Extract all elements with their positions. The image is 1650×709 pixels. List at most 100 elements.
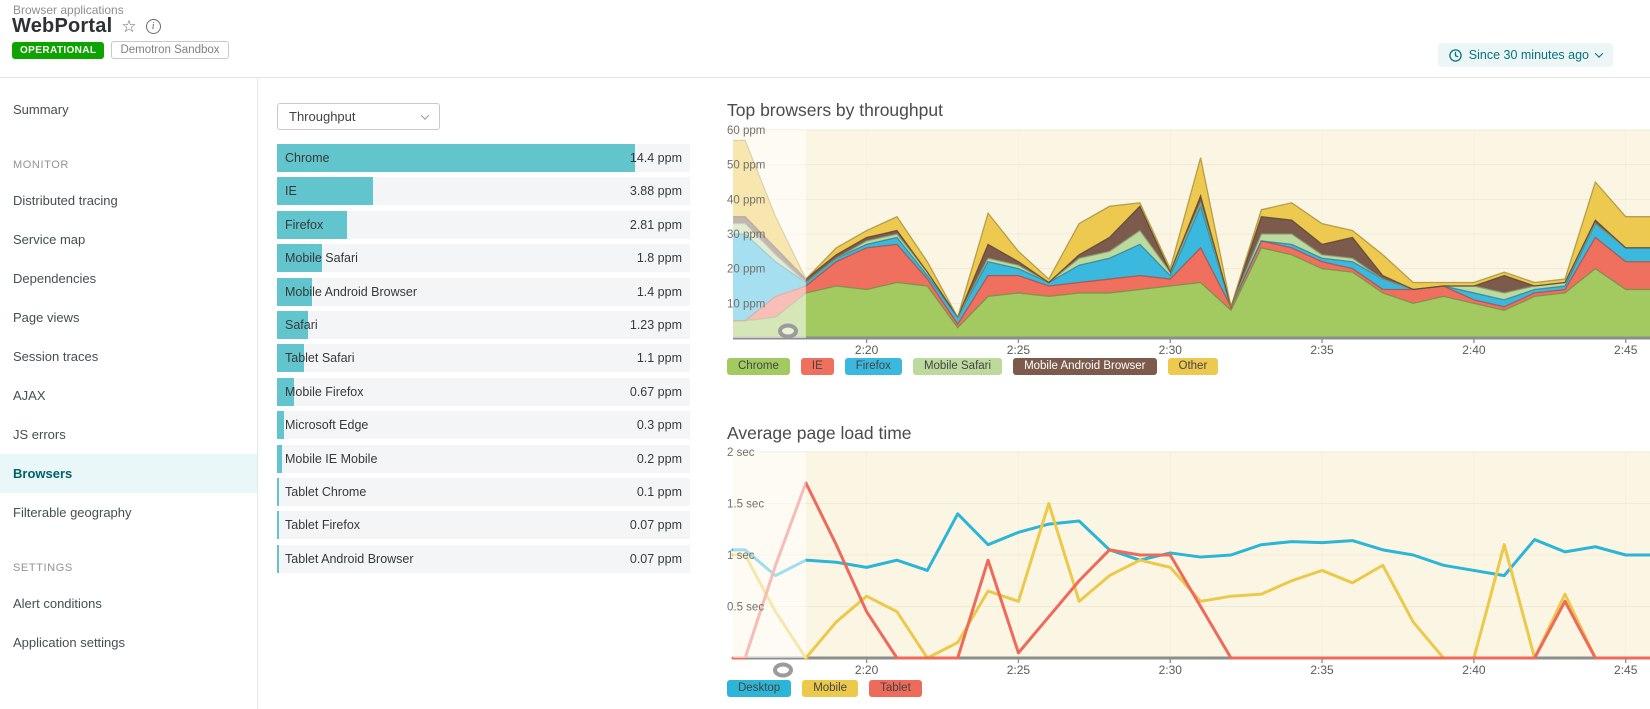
browser-name: Mobile Firefox xyxy=(285,384,364,399)
header-divider xyxy=(0,77,1650,78)
browser-row-tablet-android-browser[interactable]: Tablet Android Browser 0.07 ppm xyxy=(277,544,690,573)
clock-icon xyxy=(1449,48,1462,62)
throughput-bar xyxy=(277,377,294,406)
legend-chip-mobile-android-browser[interactable]: Mobile Android Browser xyxy=(1013,358,1157,375)
browser-name: Tablet Chrome xyxy=(285,484,367,499)
sidebar-section-monitor: MONITOR xyxy=(13,159,69,171)
browser-name: Mobile Safari xyxy=(285,251,358,266)
sidebar-item-ajax[interactable]: AJAX xyxy=(13,388,46,403)
chevron-down-icon xyxy=(1594,49,1604,58)
breadcrumb[interactable]: Browser applications xyxy=(13,3,124,17)
sidebar-item-browsers[interactable]: Browsers xyxy=(0,454,257,493)
browser-name: IE xyxy=(285,184,297,199)
svg-text:2:40: 2:40 xyxy=(1462,663,1486,677)
svg-text:2 sec: 2 sec xyxy=(727,447,755,459)
time-picker-label: Since 30 minutes ago xyxy=(1468,48,1589,62)
browser-name: Chrome xyxy=(285,151,330,165)
time-picker[interactable]: Since 30 minutes ago xyxy=(1437,43,1613,67)
legend-chip-firefox[interactable]: Firefox xyxy=(844,358,902,375)
info-icon[interactable]: i xyxy=(145,19,161,34)
browser-value: 0.67 ppm xyxy=(629,384,682,399)
browser-value: 2.81 ppm xyxy=(629,217,682,232)
browser-row-tablet-safari[interactable]: Tablet Safari 1.1 ppm xyxy=(277,344,690,373)
metric-dropdown[interactable]: Throughput xyxy=(277,103,440,130)
legend-chip-ie[interactable]: IE xyxy=(800,358,834,375)
throughput-bar xyxy=(277,444,282,473)
browser-name: Tablet Safari xyxy=(285,351,355,366)
svg-text:2:20: 2:20 xyxy=(855,343,879,357)
svg-text:2:30: 2:30 xyxy=(1159,663,1183,677)
svg-text:2:25: 2:25 xyxy=(1007,343,1031,357)
browser-value: 1.8 ppm xyxy=(636,251,682,266)
load-time-chart-legend: Desktop Mobile Tablet xyxy=(727,680,922,697)
throughput-bar xyxy=(277,344,305,373)
legend-chip-mobile-safari[interactable]: Mobile Safari xyxy=(912,358,1003,375)
chart-title-top-browsers: Top browsers by throughput xyxy=(727,100,943,120)
browser-name: Mobile IE Mobile xyxy=(285,451,378,466)
browser-name: Tablet Firefox xyxy=(285,518,361,533)
average-page-load-time-chart[interactable]: 2:20 2:25 2:30 2:35 2:40 2:45 2 sec 1.5 sec 1 se… xyxy=(727,446,1650,678)
sidebar-item-distributed-tracing[interactable]: Distributed tracing xyxy=(13,193,118,208)
throughput-bar xyxy=(277,277,312,306)
browser-row-mobile-firefox[interactable]: Mobile Firefox 0.67 ppm xyxy=(277,377,690,406)
legend-chip-mobile[interactable]: Mobile xyxy=(802,680,859,697)
throughput-bar xyxy=(277,310,308,339)
sidebar-item-application-settings[interactable]: Application settings xyxy=(13,635,126,650)
browser-name: Mobile Android Browser xyxy=(285,284,418,299)
browser-row-mobile-android-browser[interactable]: Mobile Android Browser 1.4 ppm xyxy=(277,277,690,306)
svg-text:20 ppm: 20 ppm xyxy=(727,264,765,276)
throughput-bar xyxy=(277,411,285,440)
browser-value: 0.07 ppm xyxy=(629,518,682,533)
svg-text:40 ppm: 40 ppm xyxy=(727,194,765,206)
metric-dropdown-value: Throughput xyxy=(289,109,356,124)
svg-text:2:35: 2:35 xyxy=(1310,343,1334,357)
browser-value: 0.07 ppm xyxy=(629,551,682,566)
throughput-bar xyxy=(277,544,279,573)
browser-row-safari[interactable]: Safari 1.23 ppm xyxy=(277,310,690,339)
throughput-bar xyxy=(277,210,347,239)
top-browsers-throughput-chart[interactable]: 2:20 2:25 2:30 2:35 2:40 2:45 60 ppm 50 ppm 40 p… xyxy=(727,125,1650,357)
sidebar-item-alert-conditions[interactable]: Alert conditions xyxy=(13,596,102,611)
browser-value: 1.4 ppm xyxy=(636,284,682,299)
svg-text:2:35: 2:35 xyxy=(1310,663,1334,677)
sidebar-item-js-errors[interactable]: JS errors xyxy=(13,427,66,442)
environment-tag: Demotron Sandbox xyxy=(111,41,229,59)
browser-row-mobile-safari[interactable]: Mobile Safari 1.8 ppm xyxy=(277,244,690,273)
browser-row-microsoft-edge[interactable]: Microsoft Edge 0.3 ppm xyxy=(277,411,690,440)
svg-text:60 ppm: 60 ppm xyxy=(727,125,765,137)
legend-chip-tablet[interactable]: Tablet xyxy=(869,680,922,697)
svg-text:2:25: 2:25 xyxy=(1007,663,1031,677)
sidebar-item-dependencies[interactable]: Dependencies xyxy=(13,271,97,286)
sidebar-item-service-map[interactable]: Service map xyxy=(13,232,86,247)
browser-value: 0.3 ppm xyxy=(636,418,682,433)
browser-row-chrome[interactable]: Chrome 14.4 ppm xyxy=(277,144,690,172)
browser-throughput-list: Chrome 14.4 ppm IE 3.88 ppm Firefox 2.81 ppm M… xyxy=(277,144,690,578)
legend-chip-chrome[interactable]: Chrome xyxy=(727,358,790,375)
legend-chip-other[interactable]: Other xyxy=(1167,358,1219,375)
browser-value: 14.4 ppm xyxy=(629,151,682,165)
sidebar-section-settings: SETTINGS xyxy=(13,562,73,574)
browser-row-firefox[interactable]: Firefox 2.81 ppm xyxy=(277,210,690,239)
favorite-star-icon[interactable]: ☆ xyxy=(121,17,137,36)
sidebar-item-session-traces[interactable]: Session traces xyxy=(13,349,99,364)
browser-row-tablet-chrome[interactable]: Tablet Chrome 0.1 ppm xyxy=(277,477,690,506)
svg-text:2:45: 2:45 xyxy=(1614,663,1638,677)
svg-text:1.5 sec: 1.5 sec xyxy=(727,499,764,511)
sidebar: Summary MONITOR Distributed tracing Servi… xyxy=(0,78,258,709)
legend-chip-desktop[interactable]: Desktop xyxy=(727,680,792,697)
sidebar-item-page-views[interactable]: Page views xyxy=(13,310,80,325)
status-badge: OPERATIONAL xyxy=(12,41,105,59)
svg-text:2:20: 2:20 xyxy=(855,663,879,677)
sidebar-item-summary[interactable]: Summary xyxy=(13,102,69,117)
throughput-bar xyxy=(277,244,322,273)
chart-title-page-load-time: Average page load time xyxy=(727,423,912,443)
browser-row-ie[interactable]: IE 3.88 ppm xyxy=(277,177,690,206)
throughput-bar xyxy=(277,511,279,540)
svg-text:30 ppm: 30 ppm xyxy=(727,229,765,241)
sidebar-item-filterable-geography[interactable]: Filterable geography xyxy=(13,505,132,520)
svg-text:2:45: 2:45 xyxy=(1614,343,1638,357)
browser-row-tablet-firefox[interactable]: Tablet Firefox 0.07 ppm xyxy=(277,511,690,540)
browser-name: Firefox xyxy=(285,217,324,232)
browser-row-mobile-ie-mobile[interactable]: Mobile IE Mobile 0.2 ppm xyxy=(277,444,690,473)
